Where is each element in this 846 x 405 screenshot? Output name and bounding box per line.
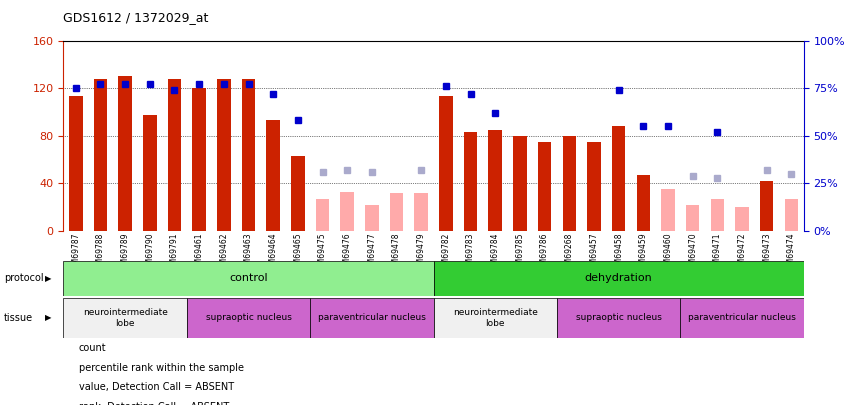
Bar (636, 175, 650, 231)
Bar (94, 79, 107, 231)
Bar (143, 115, 157, 231)
Bar (266, 120, 280, 231)
Bar (557, 298, 680, 338)
Bar (242, 79, 255, 231)
Text: neurointermediate
lobe: neurointermediate lobe (83, 308, 168, 328)
Text: tissue: tissue (4, 313, 33, 323)
Text: dehydration: dehydration (585, 273, 652, 283)
Text: neurointermediate
lobe: neurointermediate lobe (453, 308, 538, 328)
Bar (760, 181, 773, 231)
Bar (464, 132, 477, 231)
Bar (538, 142, 552, 231)
Bar (217, 79, 231, 231)
Bar (612, 126, 625, 231)
Bar (63, 298, 187, 338)
Bar (415, 193, 428, 231)
Bar (433, 261, 804, 296)
Text: supraoptic nucleus: supraoptic nucleus (206, 313, 292, 322)
Bar (291, 156, 305, 231)
Bar (587, 142, 601, 231)
Text: count: count (79, 343, 107, 353)
Text: GDS1612 / 1372029_at: GDS1612 / 1372029_at (63, 11, 209, 24)
Bar (390, 193, 404, 231)
Text: protocol: protocol (4, 273, 44, 283)
Bar (63, 261, 433, 296)
Bar (310, 298, 433, 338)
Bar (439, 96, 453, 231)
Bar (488, 130, 502, 231)
Text: value, Detection Call = ABSENT: value, Detection Call = ABSENT (79, 382, 233, 392)
Text: rank, Detection Call = ABSENT: rank, Detection Call = ABSENT (79, 402, 229, 405)
Text: percentile rank within the sample: percentile rank within the sample (79, 363, 244, 373)
Bar (735, 207, 749, 231)
Bar (365, 205, 379, 231)
Text: control: control (229, 273, 268, 283)
Text: supraoptic nucleus: supraoptic nucleus (575, 313, 662, 322)
Bar (514, 136, 527, 231)
Bar (118, 76, 132, 231)
Bar (340, 192, 354, 231)
Bar (168, 79, 181, 231)
Bar (563, 136, 576, 231)
Bar (433, 298, 557, 338)
Bar (69, 96, 83, 231)
Text: ▶: ▶ (45, 274, 52, 283)
Bar (680, 298, 804, 338)
Text: ▶: ▶ (45, 313, 52, 322)
Bar (192, 88, 206, 231)
Text: paraventricular nucleus: paraventricular nucleus (318, 313, 426, 322)
Bar (316, 199, 329, 231)
Bar (187, 298, 310, 338)
Bar (686, 205, 700, 231)
Bar (662, 189, 675, 231)
Bar (784, 199, 798, 231)
Text: paraventricular nucleus: paraventricular nucleus (688, 313, 796, 322)
Bar (711, 199, 724, 231)
